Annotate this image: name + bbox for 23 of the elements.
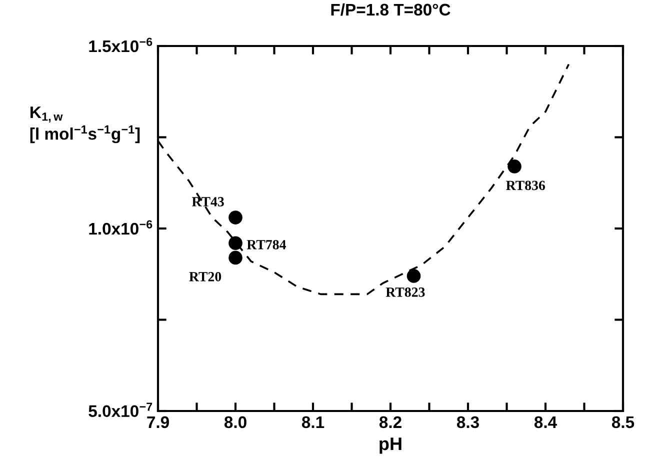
- point: [406, 269, 421, 283]
- x-tick-label: 8.1: [302, 416, 324, 428]
- x-tick-label: 8.3: [456, 416, 479, 428]
- annotation: RT20: [189, 272, 222, 282]
- point: [228, 250, 242, 265]
- y-tick-label: 5.0x10$^{−7}$: [88, 402, 152, 418]
- x-axis-title: pH: [380, 438, 402, 454]
- x-tick-label: 8.5: [612, 416, 634, 428]
- x-tick-label: 8.0: [224, 416, 246, 428]
- annotation: RT784: [246, 240, 286, 250]
- point: [228, 210, 242, 224]
- point: [228, 236, 242, 250]
- x-tick-label: 7.9: [147, 416, 169, 428]
- chart-title: F/P=1.8 T=80°C: [331, 3, 450, 16]
- y-tick-label: 1.5x10$^{−6}$: [89, 38, 152, 52]
- annotation: RT43: [192, 197, 224, 206]
- annotation: RT823: [386, 287, 425, 297]
- x-tick-label: 8.4: [534, 416, 557, 428]
- annotation: RT836: [506, 180, 546, 190]
- y-tick-label: 1.0x10$^{−6}$: [89, 220, 152, 235]
- x-tick-label: 8.2: [379, 416, 402, 428]
- text: K$_{1,w}$ [l mol$^{−1}$s$^{−1}$g$^{−1}$]: [30, 106, 140, 144]
- point: [508, 160, 522, 174]
